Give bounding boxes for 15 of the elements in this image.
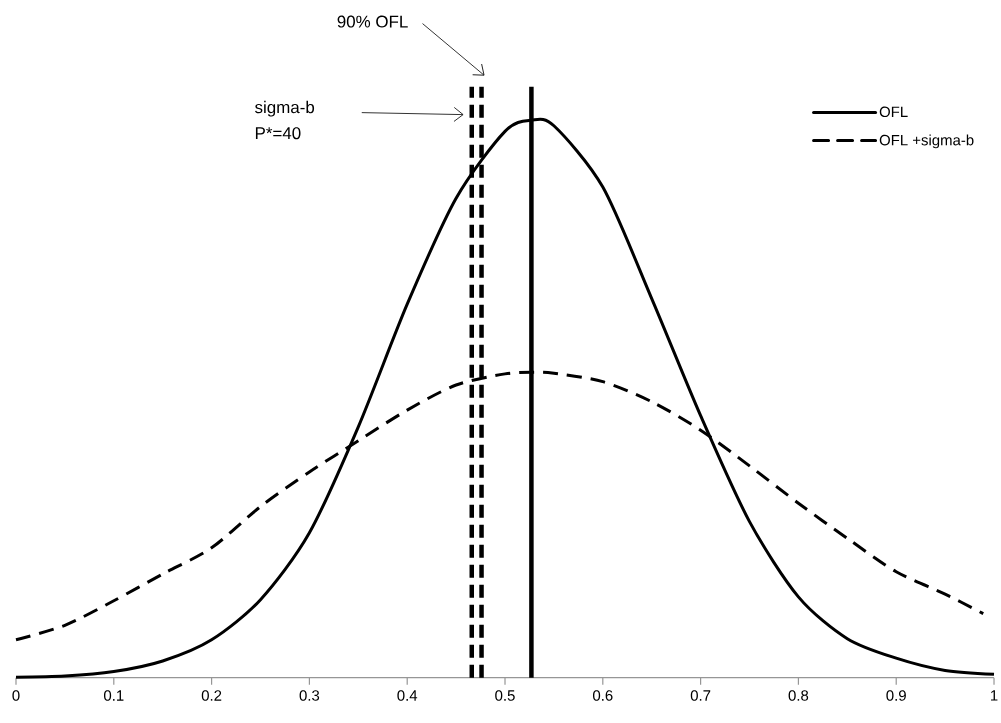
x-tick-label: 0.4 [397, 690, 418, 701]
x-tick-label: 0.7 [690, 690, 711, 701]
annotation: sigma-b P*=40 [255, 100, 315, 140]
x-tick-label: 0.5 [495, 690, 515, 701]
text: 90% OFL [337, 15, 408, 28]
x-tick-label: 0.6 [593, 690, 613, 701]
x-tick-label: 0.8 [788, 690, 809, 701]
x-tick-label: 1 [991, 690, 998, 701]
legend-label: OFL +sigma-b [879, 134, 974, 149]
x-tick-label: 0 [12, 690, 20, 701]
legend-label: OFL [879, 106, 908, 118]
x-tick-label: 0.9 [886, 690, 906, 701]
x-tick-label: 0.1 [103, 690, 124, 701]
x-tick-label: 0.2 [201, 690, 222, 701]
x-tick-label: 0.3 [299, 690, 320, 701]
